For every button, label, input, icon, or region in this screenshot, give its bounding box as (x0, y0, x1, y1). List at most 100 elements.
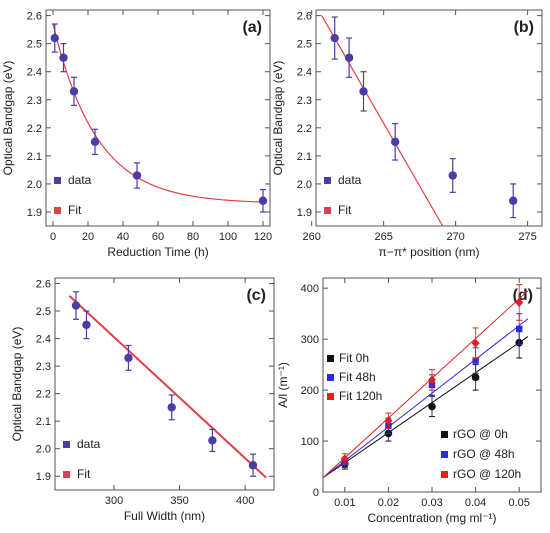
x-tick-label: 400 (236, 495, 254, 507)
plot-area (68, 291, 267, 479)
legend-label-fit: Fit 48h (339, 370, 376, 384)
x-tick-label: 260 (303, 231, 321, 243)
y-tick-label: 2.1 (27, 151, 42, 163)
y-axis-label: Optical Bandgap (eV) (1, 61, 15, 176)
legend-marker-data (441, 451, 448, 458)
y-tick-label: 0 (313, 487, 319, 499)
y-tick-label: 1.9 (36, 471, 51, 483)
data-point (71, 301, 81, 310)
x-tick-label: 0 (50, 231, 56, 243)
panel-tag: (b) (514, 19, 534, 36)
y-tick-label: 2.2 (27, 123, 42, 135)
y-tick-label: 200 (301, 385, 319, 397)
data-point (472, 357, 479, 364)
data-point (340, 454, 349, 464)
data-point (448, 171, 457, 180)
fit-line (68, 295, 267, 479)
plot-area (321, 15, 518, 226)
data-point (124, 353, 133, 363)
panel-tag: (c) (246, 287, 266, 304)
data-point (515, 297, 524, 307)
x-tick-label: 265 (374, 231, 392, 243)
y-tick-label: 2.5 (27, 39, 42, 51)
chart-panel-2: 1.9 2.0 2.1 2.2 2.3 2.4 2.5 2.6 260 265 270 275 π−π*… (271, 9, 543, 259)
legend-marker-data (324, 177, 331, 184)
plot-frame (45, 9, 271, 227)
y-tick-label: 2.6 (36, 279, 51, 291)
y-tick-label: 2.1 (36, 416, 51, 428)
plot-frame (54, 277, 275, 491)
data-point (330, 33, 339, 43)
data-point (359, 87, 368, 96)
legend-marker-data (63, 441, 70, 448)
chart-panel-4: 0 100 200 300 400 0.01 0.02 0.03 0.04 0.05 Concent… (276, 277, 542, 525)
legend-label-fit: Fit (77, 467, 91, 481)
data-point (50, 33, 59, 43)
data-point (428, 402, 436, 411)
x-tick-label: 0.02 (378, 497, 399, 509)
x-axis-label: Full Width (nm) (124, 509, 205, 523)
y-tick-label: 2.0 (297, 179, 312, 191)
fit-curve (52, 23, 264, 203)
legend-marker-fit (324, 207, 331, 214)
data-point (516, 325, 523, 333)
fit-line (321, 15, 444, 226)
y-tick-label: 2.0 (27, 179, 42, 191)
y-tick-label: 1.9 (27, 207, 42, 219)
x-tick-label: 300 (105, 495, 123, 507)
legend-marker-fit (327, 355, 334, 362)
data-point (344, 53, 354, 62)
x-tick-label: 275 (518, 231, 536, 243)
y-tick-label: 2.3 (297, 95, 312, 107)
legend-marker-data (54, 177, 61, 184)
legend-marker-fit (327, 393, 334, 400)
y-tick-label: 2.2 (297, 123, 312, 135)
data-point (167, 403, 176, 412)
x-tick-label: 270 (446, 231, 464, 243)
y-tick-label: 2.2 (36, 389, 51, 401)
data-point (208, 436, 217, 445)
data-point (82, 320, 91, 330)
x-tick-label: 350 (170, 495, 188, 507)
y-tick-label: 2.4 (27, 67, 42, 79)
legend-marker-data (441, 431, 448, 438)
x-tick-label: 60 (152, 231, 164, 243)
x-axis-label: π−π* position (nm) (379, 245, 480, 259)
legend-label-fit: Fit (68, 203, 82, 217)
plot-area (50, 23, 268, 213)
y-tick-label: 100 (301, 436, 319, 448)
legend-label-data: rGO @ 48h (453, 447, 515, 461)
y-tick-label: 2.3 (27, 95, 42, 107)
y-tick-label: 1.9 (297, 207, 312, 219)
y-tick-label: 2.6 (297, 11, 312, 23)
fit-line (323, 318, 529, 479)
data-point (509, 196, 518, 205)
legend-label-data: rGO @ 0h (453, 427, 508, 441)
y-tick-label: 2.4 (297, 67, 312, 79)
y-tick-label: 2.6 (27, 11, 42, 23)
data-point (59, 53, 68, 62)
y-axis-label: A/l (m⁻¹) (276, 362, 290, 408)
data-point (248, 461, 258, 470)
data-point (384, 416, 393, 426)
chart-panel-3: 1.9 2.0 2.1 2.2 2.3 2.4 2.5 2.6 300 350 400 Full Wi… (10, 277, 275, 523)
x-tick-label: 20 (82, 231, 94, 243)
data-point (390, 137, 400, 147)
y-tick-label: 2.3 (36, 361, 51, 373)
y-axis-label: Optical Bandgap (eV) (10, 327, 24, 442)
legend-marker-fit (63, 471, 70, 478)
x-tick-label: 120 (254, 231, 272, 243)
legend-label-data: rGO @ 120h (453, 467, 521, 481)
plot-frame (315, 9, 543, 227)
fit-line (323, 336, 529, 479)
data-point (471, 373, 480, 382)
x-tick-label: 0.04 (465, 497, 486, 509)
chart-panel-1: 1.9 2.0 2.1 2.2 2.3 2.4 2.5 2.6 0 20 40 60 80 100 120 R… (1, 9, 272, 259)
data-point (132, 171, 142, 180)
y-tick-label: 2.4 (36, 334, 51, 346)
y-tick-label: 2.5 (36, 306, 51, 318)
legend-marker-fit (54, 207, 61, 214)
data-point (90, 137, 100, 147)
x-axis-label: Reduction Time (h) (107, 245, 208, 259)
